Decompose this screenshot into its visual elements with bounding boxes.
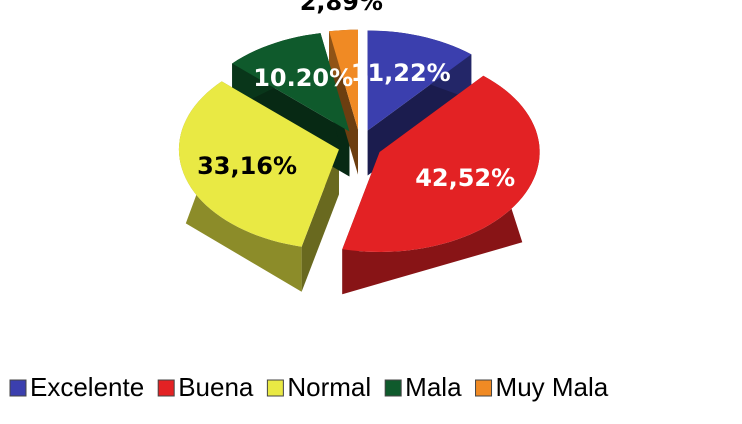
slice [342, 75, 540, 252]
value-label: 33,16% [197, 152, 297, 180]
slice [178, 81, 339, 247]
legend-label: Excelente [30, 372, 144, 402]
legend-swatch [9, 379, 27, 397]
slice [329, 29, 359, 130]
value-label: 11,22% [351, 59, 451, 87]
value-label: 42,52% [415, 164, 515, 192]
value-label: 2,89% [300, 0, 383, 16]
legend-swatch [266, 379, 284, 397]
slice [367, 30, 472, 131]
slice [232, 33, 350, 132]
legend-label: Buena [178, 372, 254, 402]
legend-label: Mala [405, 372, 462, 402]
legend-label: Muy Mala [496, 372, 609, 402]
legend-swatch [475, 379, 493, 397]
legend-swatch [384, 379, 402, 397]
legend-label: Normal [287, 372, 371, 402]
value-label: 10.20% [253, 64, 353, 92]
legend-swatch [157, 379, 175, 397]
